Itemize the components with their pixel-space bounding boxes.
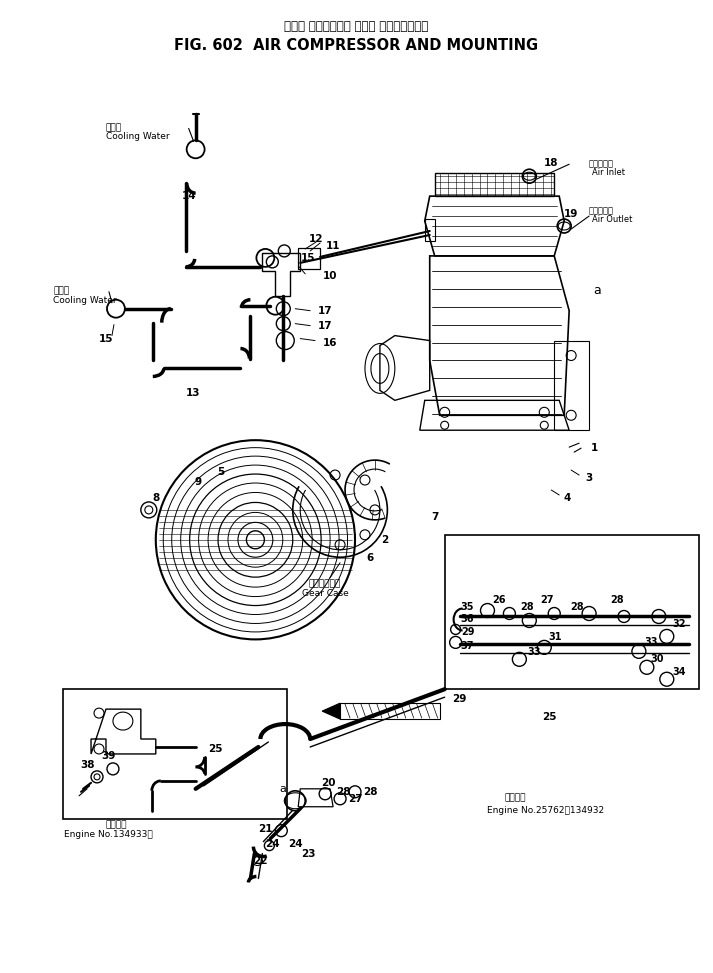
Text: 28: 28 [610,595,624,604]
Text: 13: 13 [185,388,200,398]
Text: 15: 15 [98,334,113,343]
Text: エアー入口: エアー入口 [589,160,614,168]
Text: 6: 6 [366,553,374,562]
Text: 10: 10 [323,270,337,281]
Text: Gear Case: Gear Case [302,589,349,597]
Text: 28: 28 [336,787,350,797]
Text: 5: 5 [217,467,224,477]
Text: 15: 15 [301,253,315,263]
Text: 37: 37 [461,641,474,651]
Text: 19: 19 [564,209,578,219]
Text: Engine No.134933～: Engine No.134933～ [63,830,153,839]
Text: 23: 23 [301,848,315,858]
Text: Air Inlet: Air Inlet [592,168,625,177]
Text: 26: 26 [493,595,506,604]
Text: 35: 35 [461,601,474,612]
Text: エアー コンプレッサ および マウンティング: エアー コンプレッサ および マウンティング [284,19,428,33]
Text: 1: 1 [590,443,597,453]
Text: 16: 16 [323,338,337,347]
Text: 適用号機: 適用号機 [504,794,526,803]
Text: 25: 25 [208,744,222,754]
Text: 2: 2 [381,535,389,545]
Text: Cooling Water: Cooling Water [106,132,170,141]
Text: 24: 24 [288,839,302,848]
Text: 38: 38 [81,760,96,770]
Text: 28: 28 [363,787,377,797]
Text: 21: 21 [258,824,272,834]
Text: 36: 36 [461,615,474,625]
Text: a: a [279,784,287,794]
Text: 9: 9 [194,477,201,487]
Text: 11: 11 [326,241,340,251]
Text: 冷却水: 冷却水 [106,124,122,132]
Text: 31: 31 [548,632,562,642]
Text: 適用号機: 適用号機 [106,820,127,830]
Text: 39: 39 [102,751,116,761]
Text: a: a [593,284,601,298]
Text: 17: 17 [318,321,332,331]
Text: Cooling Water: Cooling Water [53,296,117,305]
Text: ギヤーケース: ギヤーケース [309,580,342,589]
Text: 17: 17 [318,306,332,315]
Text: 28: 28 [570,601,584,612]
Text: 3: 3 [585,473,593,483]
Text: 29: 29 [461,628,474,637]
Text: 12: 12 [309,234,324,244]
Text: 4: 4 [563,493,571,503]
Text: FIG. 602  AIR COMPRESSOR AND MOUNTING: FIG. 602 AIR COMPRESSOR AND MOUNTING [174,38,538,53]
Text: 34: 34 [672,667,685,677]
Text: 25: 25 [542,712,556,722]
Text: 27: 27 [540,595,554,604]
Text: 7: 7 [431,512,438,522]
Text: 14: 14 [181,191,196,201]
Text: 30: 30 [650,654,664,665]
Text: 22: 22 [253,855,267,866]
Text: 20: 20 [321,777,335,788]
Text: 33: 33 [528,647,541,658]
Text: 29: 29 [453,694,467,704]
Text: Engine No.25762～134932: Engine No.25762～134932 [488,806,605,814]
Text: 27: 27 [348,794,362,804]
Text: 18: 18 [544,159,558,168]
Text: 冷却水: 冷却水 [53,287,69,296]
Text: Air Outlet: Air Outlet [592,215,632,224]
Polygon shape [322,703,340,719]
Text: 28: 28 [520,601,534,612]
Text: 32: 32 [672,620,685,630]
Text: 8: 8 [152,493,160,503]
Text: 24: 24 [265,839,279,848]
Text: 33: 33 [644,637,657,647]
Text: エアー出口: エアー出口 [589,206,614,215]
